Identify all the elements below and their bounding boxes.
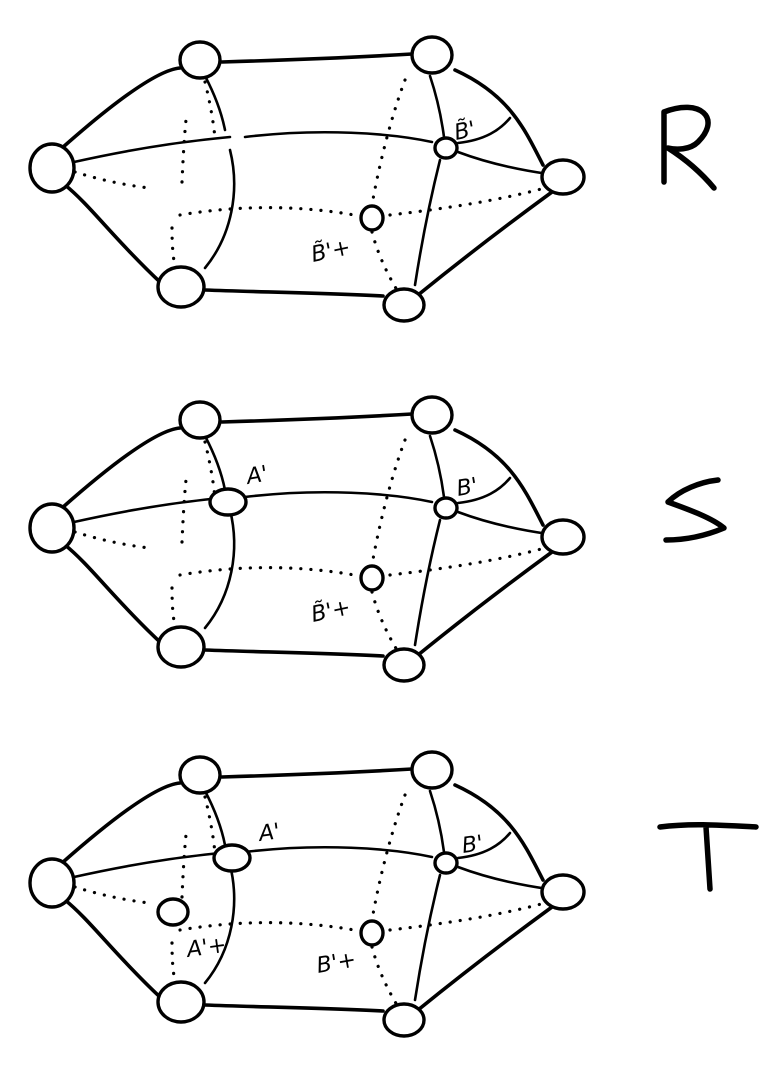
panel-r: B̃' B̃'+ <box>28 35 717 323</box>
label-b-t: B' <box>460 831 484 859</box>
letter-t-glyph <box>657 821 759 892</box>
label-b-s: B' <box>455 474 480 502</box>
panel-s: A' B' B̃'+ <box>28 395 727 683</box>
panel-t: A' B' B'+ A'+ <box>28 750 759 1038</box>
label-c-r: B̃'+ <box>309 234 353 268</box>
label-a-s: A' <box>243 462 270 491</box>
label-c-s: B̃'+ <box>309 594 353 628</box>
label-b-r: B̃' <box>452 116 478 146</box>
letter-s-glyph <box>663 477 727 543</box>
label-d-t: A'+ <box>183 933 228 964</box>
label-c-t: B'+ <box>315 947 358 978</box>
letter-r-glyph <box>661 104 717 191</box>
label-a-t: A' <box>255 819 281 847</box>
